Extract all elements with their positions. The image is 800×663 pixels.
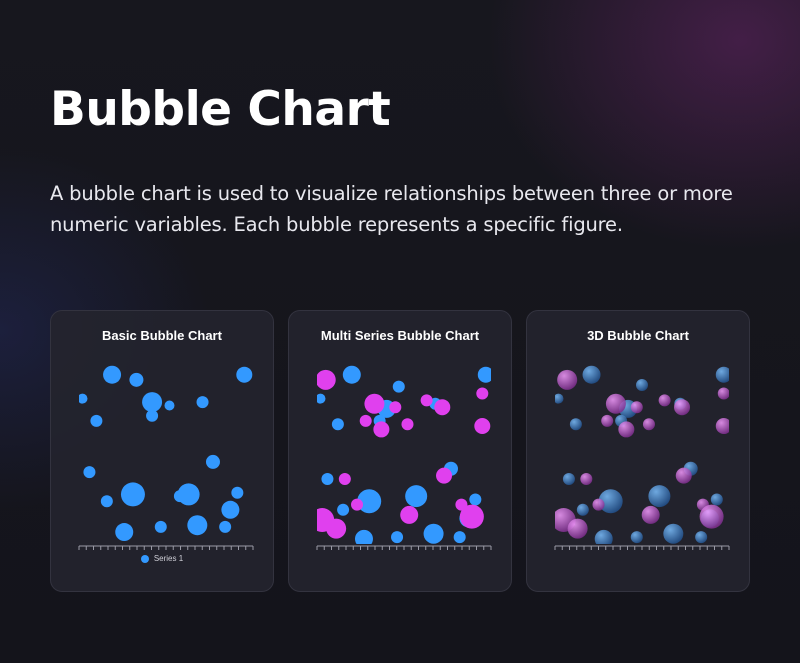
bubble[interactable] (636, 378, 648, 391)
bubble[interactable] (663, 523, 684, 544)
bubble-group (77, 365, 253, 542)
bubble[interactable] (401, 418, 414, 431)
chart-title: Multi Series Bubble Chart (320, 328, 480, 343)
bubble[interactable] (115, 523, 134, 542)
bubble[interactable] (400, 505, 419, 524)
bubble[interactable] (120, 482, 145, 507)
bubble[interactable] (221, 500, 240, 519)
bubble[interactable] (434, 399, 451, 416)
bubble[interactable] (196, 396, 209, 409)
chart-title: 3D Bubble Chart (587, 328, 689, 343)
bubble[interactable] (219, 520, 232, 533)
bubble-group (553, 365, 732, 548)
bubble[interactable] (90, 414, 103, 427)
bubble[interactable] (338, 473, 351, 486)
bubble[interactable] (100, 495, 113, 508)
bubble[interactable] (177, 483, 200, 506)
bubble[interactable] (567, 518, 588, 539)
bubble[interactable] (641, 505, 660, 524)
bubble[interactable] (83, 466, 96, 479)
bubble[interactable] (154, 520, 167, 533)
bubble[interactable] (316, 369, 336, 390)
bubble[interactable] (357, 489, 382, 514)
bubble[interactable] (601, 414, 614, 427)
bubble[interactable] (142, 392, 163, 413)
bubble[interactable] (674, 399, 691, 416)
3d-bubble-chart-card: 3D Bubble Chart (526, 310, 750, 592)
bubble[interactable] (715, 418, 732, 435)
multi-series-bubble-chart-card: Multi Series Bubble Chart (288, 310, 512, 592)
bubble[interactable] (337, 503, 350, 516)
bubble[interactable] (315, 393, 326, 404)
bubble[interactable] (658, 394, 671, 407)
chart-legend[interactable]: Series 1 (51, 554, 273, 563)
bubble[interactable] (129, 372, 144, 387)
bubble[interactable] (469, 493, 482, 506)
legend-label: Series 1 (153, 554, 184, 563)
bubble[interactable] (389, 401, 402, 414)
bubble[interactable] (373, 421, 390, 438)
bubble[interactable] (453, 531, 466, 544)
bubble[interactable] (630, 401, 643, 414)
bubble[interactable] (592, 498, 605, 511)
bubble[interactable] (326, 518, 347, 539)
bubble[interactable] (648, 485, 671, 508)
bubble[interactable] (582, 365, 601, 384)
bubble[interactable] (392, 380, 405, 393)
bubble[interactable] (557, 369, 578, 390)
multi-series-bubble-plot (315, 365, 494, 550)
bubble-group (315, 365, 494, 548)
bubble[interactable] (553, 393, 564, 404)
bubble[interactable] (630, 531, 643, 544)
bubble[interactable] (420, 394, 433, 407)
basic-bubble-chart-card: Basic Bubble Chart Series 1 (50, 310, 274, 592)
bubble[interactable] (476, 387, 489, 400)
bubble[interactable] (236, 366, 253, 383)
bubble[interactable] (351, 498, 364, 511)
bubble[interactable] (642, 418, 655, 431)
bubble[interactable] (391, 531, 404, 544)
bubble[interactable] (354, 529, 373, 548)
bubble[interactable] (364, 393, 385, 414)
bubble[interactable] (187, 515, 208, 536)
bubble[interactable] (103, 365, 122, 384)
bubble[interactable] (405, 485, 428, 508)
bubble[interactable] (77, 393, 88, 404)
bubble[interactable] (675, 467, 692, 484)
bubble[interactable] (605, 393, 626, 414)
3d-bubble-plot (553, 365, 732, 550)
bubble[interactable] (423, 523, 444, 544)
bubble[interactable] (580, 473, 593, 486)
page-title: Bubble Chart (50, 82, 391, 137)
bubble[interactable] (569, 418, 582, 431)
bubble[interactable] (321, 473, 334, 486)
chart-title: Basic Bubble Chart (102, 328, 222, 343)
bubble[interactable] (618, 421, 635, 438)
bubble[interactable] (715, 366, 732, 383)
bubble[interactable] (342, 365, 361, 384)
bubble[interactable] (474, 418, 491, 435)
bubble[interactable] (164, 400, 175, 411)
bubble[interactable] (231, 486, 244, 499)
bubble[interactable] (717, 387, 730, 400)
bubble[interactable] (562, 473, 575, 486)
bubble[interactable] (710, 493, 723, 506)
bubble[interactable] (594, 529, 613, 548)
legend-marker (140, 554, 149, 563)
bubble[interactable] (477, 366, 494, 383)
bubble[interactable] (146, 409, 159, 422)
basic-bubble-plot (77, 365, 254, 550)
bubble[interactable] (598, 489, 623, 514)
bubble[interactable] (436, 467, 453, 484)
page-description: A bubble chart is used to visualize rela… (50, 182, 733, 236)
bubble[interactable] (331, 418, 344, 431)
bubble[interactable] (576, 503, 589, 516)
bubble[interactable] (359, 414, 372, 427)
bubble[interactable] (205, 454, 220, 469)
bubble[interactable] (699, 504, 724, 529)
bubble[interactable] (695, 531, 708, 544)
bubble[interactable] (459, 504, 484, 529)
